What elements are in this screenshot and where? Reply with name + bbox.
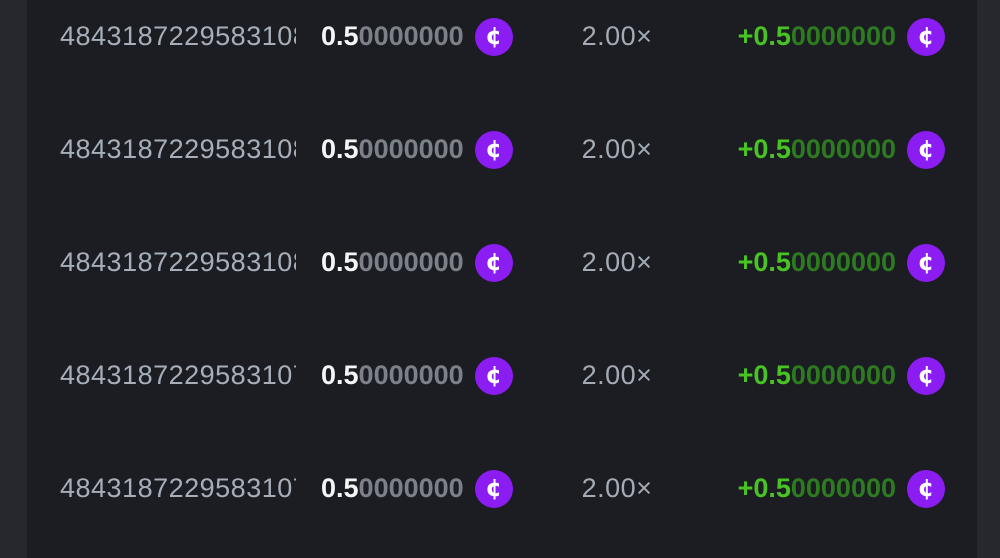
bet-row[interactable]: 4843187229583108 0.5 0000000 ¢ 2.00× +0.5… bbox=[27, 0, 977, 93]
cent-symbol: ¢ bbox=[917, 134, 935, 163]
bet-row[interactable]: 4843187229583108 0.5 0000000 ¢ 2.00× +0.5… bbox=[27, 93, 977, 206]
bet-multiplier: 2.00× bbox=[581, 360, 653, 390]
bet-multiplier: 2.00× bbox=[581, 247, 653, 277]
bet-payout-trailing-zeros: 0000000 bbox=[790, 21, 896, 51]
bet-history-table: 4843187229583108 0.5 0000000 ¢ 2.00× +0.5… bbox=[27, 0, 977, 558]
bet-amount: 0.5 0000000 ¢ bbox=[296, 17, 532, 56]
cent-symbol: ¢ bbox=[917, 247, 935, 276]
bet-payout-trailing-zeros: 0000000 bbox=[790, 247, 896, 277]
bet-multiplier: 2.00× bbox=[581, 473, 653, 503]
bet-id: 4843187229583108 bbox=[60, 247, 296, 277]
cent-coin-icon: ¢ bbox=[474, 243, 513, 282]
bet-amount-value: 0.5 bbox=[321, 134, 359, 164]
cent-coin-icon: ¢ bbox=[907, 17, 945, 56]
bet-payout-value: +0.5 bbox=[737, 247, 791, 277]
bet-amount: 0.5 0000000 ¢ bbox=[296, 243, 532, 282]
cent-coin-icon: ¢ bbox=[474, 130, 513, 169]
cent-symbol: ¢ bbox=[485, 134, 503, 163]
bet-amount: 0.5 0000000 ¢ bbox=[296, 356, 532, 395]
cent-coin-icon: ¢ bbox=[474, 17, 513, 56]
bet-amount-trailing-zeros: 0000000 bbox=[358, 247, 464, 277]
cent-symbol: ¢ bbox=[485, 21, 503, 50]
bet-payout: +0.5 0000000 ¢ bbox=[702, 243, 945, 282]
bet-amount-value: 0.5 bbox=[321, 247, 359, 277]
bet-amount-value: 0.5 bbox=[321, 473, 359, 503]
cent-coin-icon: ¢ bbox=[907, 243, 945, 282]
cent-coin-icon: ¢ bbox=[907, 130, 945, 169]
bet-id: 4843187229583107 bbox=[60, 473, 296, 503]
bet-multiplier: 2.00× bbox=[581, 21, 653, 51]
cent-coin-icon: ¢ bbox=[907, 469, 945, 508]
bet-amount: 0.5 0000000 ¢ bbox=[296, 469, 532, 508]
bet-payout: +0.5 0000000 ¢ bbox=[702, 356, 945, 395]
cent-symbol: ¢ bbox=[485, 247, 503, 276]
bet-rows-viewport: 4843187229583108 0.5 0000000 ¢ 2.00× +0.5… bbox=[27, 0, 977, 558]
bet-row[interactable]: 4843187229583108 0.5 0000000 ¢ 2.00× +0.5… bbox=[27, 206, 977, 319]
cent-coin-icon: ¢ bbox=[474, 469, 513, 508]
cent-symbol: ¢ bbox=[485, 360, 503, 389]
bet-row[interactable]: 4843187229583107 0.5 0000000 ¢ 2.00× +0.5… bbox=[27, 319, 977, 432]
cent-symbol: ¢ bbox=[485, 473, 503, 502]
bet-multiplier: 2.00× bbox=[581, 134, 653, 164]
bet-payout-trailing-zeros: 0000000 bbox=[790, 360, 896, 390]
cent-coin-icon: ¢ bbox=[907, 356, 945, 395]
bet-payout-value: +0.5 bbox=[737, 360, 791, 390]
cent-symbol: ¢ bbox=[917, 473, 935, 502]
bet-id: 4843187229583108 bbox=[60, 21, 296, 51]
bet-id: 4843187229583108 bbox=[60, 134, 296, 164]
bet-amount: 0.5 0000000 ¢ bbox=[296, 130, 532, 169]
bet-amount-trailing-zeros: 0000000 bbox=[358, 473, 464, 503]
bet-id: 4843187229583107 bbox=[60, 360, 296, 390]
cent-symbol: ¢ bbox=[917, 21, 935, 50]
bet-amount-value: 0.5 bbox=[321, 21, 359, 51]
bet-payout-value: +0.5 bbox=[737, 473, 791, 503]
bet-payout: +0.5 0000000 ¢ bbox=[702, 469, 945, 508]
bet-row[interactable]: 4843187229583107 0.5 0000000 ¢ 2.00× +0.5… bbox=[27, 432, 977, 545]
bet-payout-trailing-zeros: 0000000 bbox=[790, 134, 896, 164]
bet-payout-value: +0.5 bbox=[737, 134, 791, 164]
bet-row[interactable] bbox=[27, 545, 977, 558]
bet-amount-trailing-zeros: 0000000 bbox=[358, 134, 464, 164]
cent-coin-icon: ¢ bbox=[474, 356, 513, 395]
bet-amount-trailing-zeros: 0000000 bbox=[358, 360, 464, 390]
bet-payout-trailing-zeros: 0000000 bbox=[790, 473, 896, 503]
cent-symbol: ¢ bbox=[917, 360, 935, 389]
bet-payout-value: +0.5 bbox=[737, 21, 791, 51]
bet-payout: +0.5 0000000 ¢ bbox=[702, 17, 945, 56]
bet-amount-value: 0.5 bbox=[321, 360, 359, 390]
bet-payout: +0.5 0000000 ¢ bbox=[702, 130, 945, 169]
bet-amount-trailing-zeros: 0000000 bbox=[358, 21, 464, 51]
